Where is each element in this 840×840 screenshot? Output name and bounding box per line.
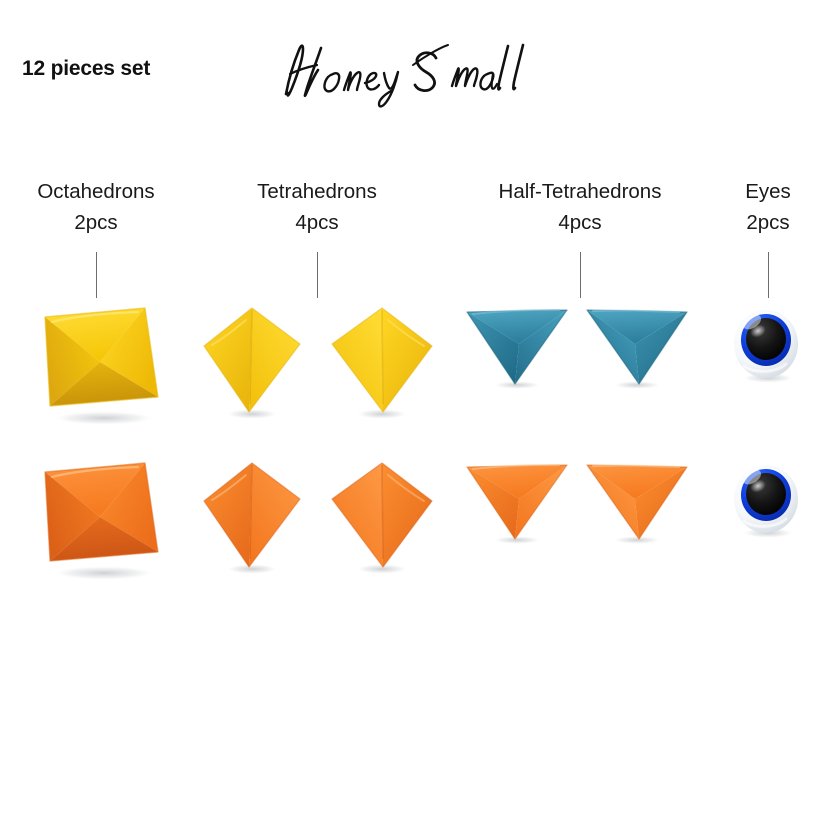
piece-tetrahedron-yellow-b[interactable]: [326, 300, 438, 420]
piece-octahedron-yellow[interactable]: [32, 300, 172, 425]
category-octahedrons-qty: 2pcs: [74, 211, 118, 234]
pieces-grid: [0, 300, 840, 600]
leader-line-half-tetrahedrons: [580, 252, 581, 298]
piece-half-tetrahedron-teal-b[interactable]: [581, 300, 693, 390]
category-tetrahedrons-name: Tetrahedrons: [257, 180, 377, 203]
piece-octahedron-orange[interactable]: [32, 455, 172, 580]
piece-tetrahedron-orange-a[interactable]: [196, 455, 308, 575]
header: 12 pieces set: [0, 0, 840, 150]
category-tetrahedrons: Tetrahedrons 4pcs: [221, 176, 413, 298]
category-eyes-qty: 2pcs: [746, 211, 790, 234]
piece-half-tetrahedron-orange-b[interactable]: [581, 455, 693, 545]
brand-wordmark: [276, 32, 576, 112]
category-half-tetrahedrons-name: Half-Tetrahedrons: [498, 180, 662, 203]
leader-line-eyes: [768, 252, 769, 298]
category-half-tetrahedrons-qty: 4pcs: [558, 211, 602, 234]
category-eyes-name: Eyes: [745, 180, 791, 203]
piece-half-tetrahedron-orange-a[interactable]: [461, 455, 573, 545]
category-octahedrons-name: Octahedrons: [37, 180, 155, 203]
category-tetrahedrons-qty: 4pcs: [295, 211, 339, 234]
category-eyes: Eyes 2pcs: [700, 176, 836, 298]
category-half-tetrahedrons: Half-Tetrahedrons 4pcs: [458, 176, 702, 298]
category-labels-row: Octahedrons 2pcs Tetrahedrons 4pcs Half-…: [0, 176, 840, 300]
leader-line-tetrahedrons: [317, 252, 318, 298]
piece-eye-top[interactable]: [726, 300, 806, 386]
pieces-count-label: 12 pieces set: [22, 57, 151, 80]
piece-tetrahedron-orange-b[interactable]: [326, 455, 438, 575]
piece-half-tetrahedron-teal-a[interactable]: [461, 300, 573, 390]
piece-tetrahedron-yellow-a[interactable]: [196, 300, 308, 420]
category-octahedrons: Octahedrons 2pcs: [0, 176, 192, 298]
leader-line-octahedrons: [96, 252, 97, 298]
piece-eye-bottom[interactable]: [726, 455, 806, 541]
